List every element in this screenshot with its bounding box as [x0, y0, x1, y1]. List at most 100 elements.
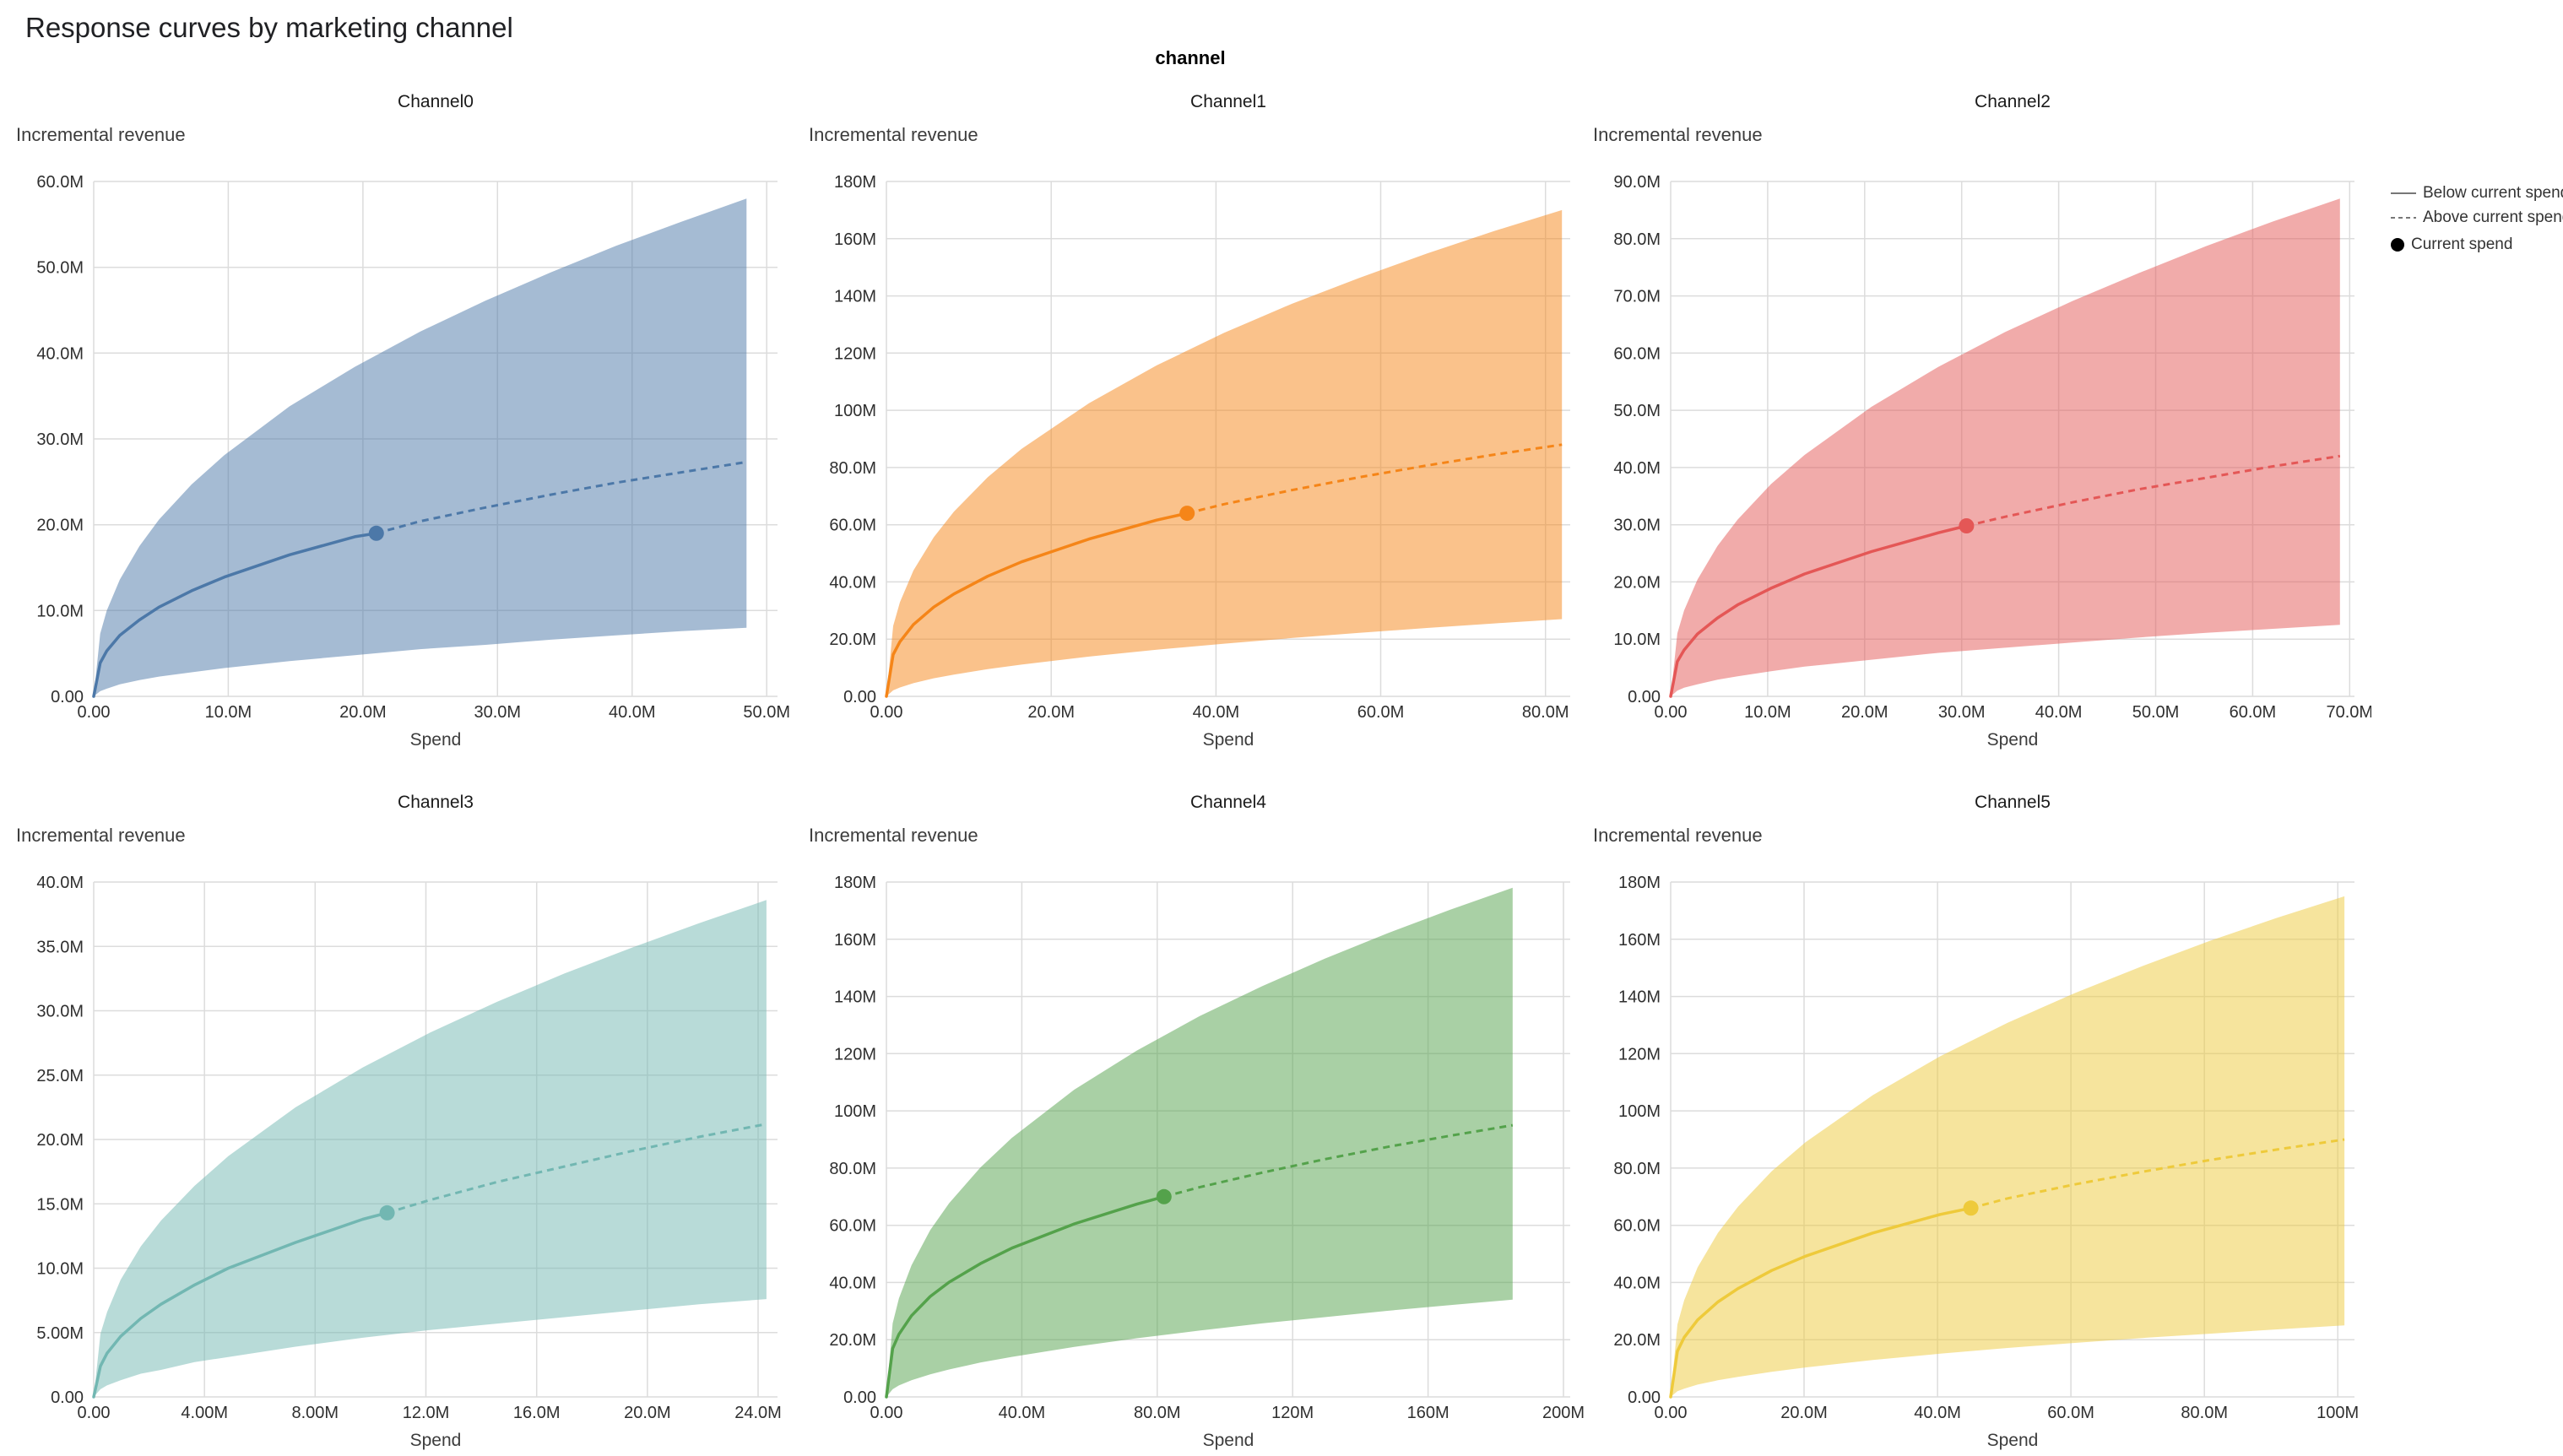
y-tick-label: 30.0M [1613, 517, 1661, 535]
confidence-band [1671, 896, 2345, 1397]
y-tick-label: 0.00 [1628, 1388, 1661, 1407]
chart-title: Channel2 [1975, 92, 2051, 111]
y-tick-label: 60.0M [829, 1217, 876, 1236]
y-tick-label: 100M [834, 402, 876, 420]
x-tick-label: 50.0M [2132, 703, 2180, 722]
x-tick-label: 40.0M [1914, 1404, 1961, 1422]
x-axis-title: Spend [1986, 1431, 2039, 1450]
y-axis-title: Incremental revenue [1593, 825, 1763, 846]
solid-line-icon [2391, 192, 2416, 194]
y-tick-label: 60.0M [829, 517, 876, 535]
x-tick-label: 8.00M [292, 1404, 339, 1422]
y-tick-label: 160M [1618, 931, 1661, 950]
x-tick-label: 50.0M [743, 703, 790, 722]
y-tick-label: 40.0M [1613, 1274, 1661, 1292]
x-tick-label: 80.0M [1134, 1404, 1181, 1422]
y-tick-label: 40.0M [1613, 459, 1661, 478]
y-tick-label: 70.0M [1613, 288, 1661, 306]
current-spend-dot-icon [2391, 238, 2404, 252]
y-tick-label: 20.0M [829, 1331, 876, 1350]
response-curve-plot: 0.00 4.00M 8.00M 12.0M 16.0M 20.0M 24.0M 0.00 5.… [36, 874, 782, 1422]
y-tick-label: 30.0M [36, 430, 84, 449]
page-title: Response curves by marketing channel [25, 12, 513, 43]
y-tick-label: 80.0M [1613, 1160, 1661, 1178]
y-tick-label: 160M [834, 230, 876, 249]
legend-item-below-current-spend: Below current spend [2391, 184, 2563, 203]
x-tick-label: 24.0M [734, 1404, 782, 1422]
y-axis-title: Incremental revenue [16, 825, 186, 846]
current-spend-dot [1959, 518, 1975, 533]
curve-below-current-spend [885, 511, 1189, 698]
y-tick-label: 100M [1618, 1102, 1661, 1121]
response-curve-plot: 0.00 20.0M 40.0M 60.0M 80.0M 0.00 20.0M 40.0M 60… [829, 173, 1570, 722]
x-tick-label: 20.0M [339, 703, 387, 722]
y-tick-label: 0.00 [843, 688, 876, 706]
chart-title: Channel4 [1190, 793, 1266, 812]
chart-channel4: Channel4 Incremental revenue 0.00 40.0M 80… [802, 781, 1587, 1456]
y-tick-label: 180M [834, 173, 876, 192]
y-tick-label: 40.0M [36, 874, 84, 892]
x-tick-label: 40.0M [2035, 703, 2083, 722]
x-axis-title: Spend [409, 730, 462, 750]
confidence-band [1671, 198, 2340, 697]
chart-title: Channel5 [1975, 793, 2051, 812]
x-tick-label: 16.0M [513, 1404, 561, 1422]
y-tick-label: 60.0M [1613, 344, 1661, 363]
x-tick-label: 80.0M [2181, 1404, 2228, 1422]
chart-title: Channel0 [398, 92, 474, 111]
x-tick-label: 120M [1271, 1404, 1314, 1422]
y-axis-title: Incremental revenue [809, 825, 978, 846]
x-tick-label: 0.00 [870, 703, 903, 722]
x-tick-label: 200M [1542, 1404, 1585, 1422]
y-tick-label: 0.00 [1628, 688, 1661, 706]
x-tick-label: 30.0M [1938, 703, 1986, 722]
y-tick-label: 80.0M [829, 459, 876, 478]
current-spend-dot [379, 1204, 395, 1221]
curve-below-current-spend [92, 532, 378, 698]
y-tick-label: 40.0M [829, 573, 876, 592]
current-spend-dot [1156, 1188, 1172, 1204]
y-tick-label: 140M [1618, 988, 1661, 1007]
y-tick-label: 20.0M [36, 1131, 84, 1150]
y-tick-label: 15.0M [36, 1195, 84, 1214]
chart-title: Channel3 [398, 793, 474, 812]
legend-item-current-spend: Current spend [2391, 235, 2563, 254]
x-tick-label: 160M [1407, 1404, 1449, 1422]
current-spend-dot [368, 525, 384, 541]
x-tick-label: 0.00 [78, 703, 111, 722]
response-curve-plot: 0.00 20.0M 40.0M 60.0M 80.0M 100M 0.00 20.0M 40.… [1613, 874, 2359, 1422]
x-axis-title: Spend [1202, 1431, 1254, 1450]
legend: Below current spend Above current spend … [2391, 184, 2563, 260]
curve-above-current-spend [376, 460, 747, 535]
legend-label-above: Above current spend [2423, 208, 2563, 226]
y-tick-label: 120M [1618, 1045, 1661, 1064]
x-tick-label: 10.0M [1744, 703, 1791, 722]
x-tick-label: 12.0M [403, 1404, 450, 1422]
x-axis-title: Spend [1202, 730, 1254, 750]
y-tick-label: 60.0M [1613, 1217, 1661, 1236]
x-tick-label: 0.00 [870, 1404, 903, 1422]
x-tick-label: 20.0M [624, 1404, 671, 1422]
y-tick-label: 180M [834, 874, 876, 892]
y-tick-label: 140M [834, 988, 876, 1007]
y-tick-label: 50.0M [1613, 402, 1661, 420]
y-tick-label: 5.00M [36, 1324, 84, 1343]
x-axis-title: Spend [1986, 730, 2039, 750]
y-axis-title: Incremental revenue [1593, 124, 1763, 145]
x-tick-label: 40.0M [999, 1404, 1046, 1422]
y-tick-label: 10.0M [36, 602, 84, 620]
chart-channel1: Channel1 Incremental revenue 0.00 20.0M 40… [802, 80, 1587, 755]
x-tick-label: 20.0M [1027, 703, 1075, 722]
y-axis-title: Incremental revenue [809, 124, 978, 145]
x-tick-label: 60.0M [2230, 703, 2277, 722]
y-tick-label: 20.0M [1613, 573, 1661, 592]
y-tick-label: 160M [834, 931, 876, 950]
y-tick-label: 120M [834, 1045, 876, 1064]
x-tick-label: 100M [2316, 1404, 2359, 1422]
curve-above-current-spend [1186, 443, 1563, 515]
chart-channel0: Channel0 Incremental revenue 0.00 10.0M 20… [9, 80, 794, 755]
chart-channel3: Channel3 Incremental revenue 0.00 4.00M 8.… [9, 781, 794, 1456]
y-tick-label: 10.0M [36, 1260, 84, 1279]
legend-label-current: Current spend [2411, 235, 2513, 253]
x-tick-label: 40.0M [609, 703, 656, 722]
